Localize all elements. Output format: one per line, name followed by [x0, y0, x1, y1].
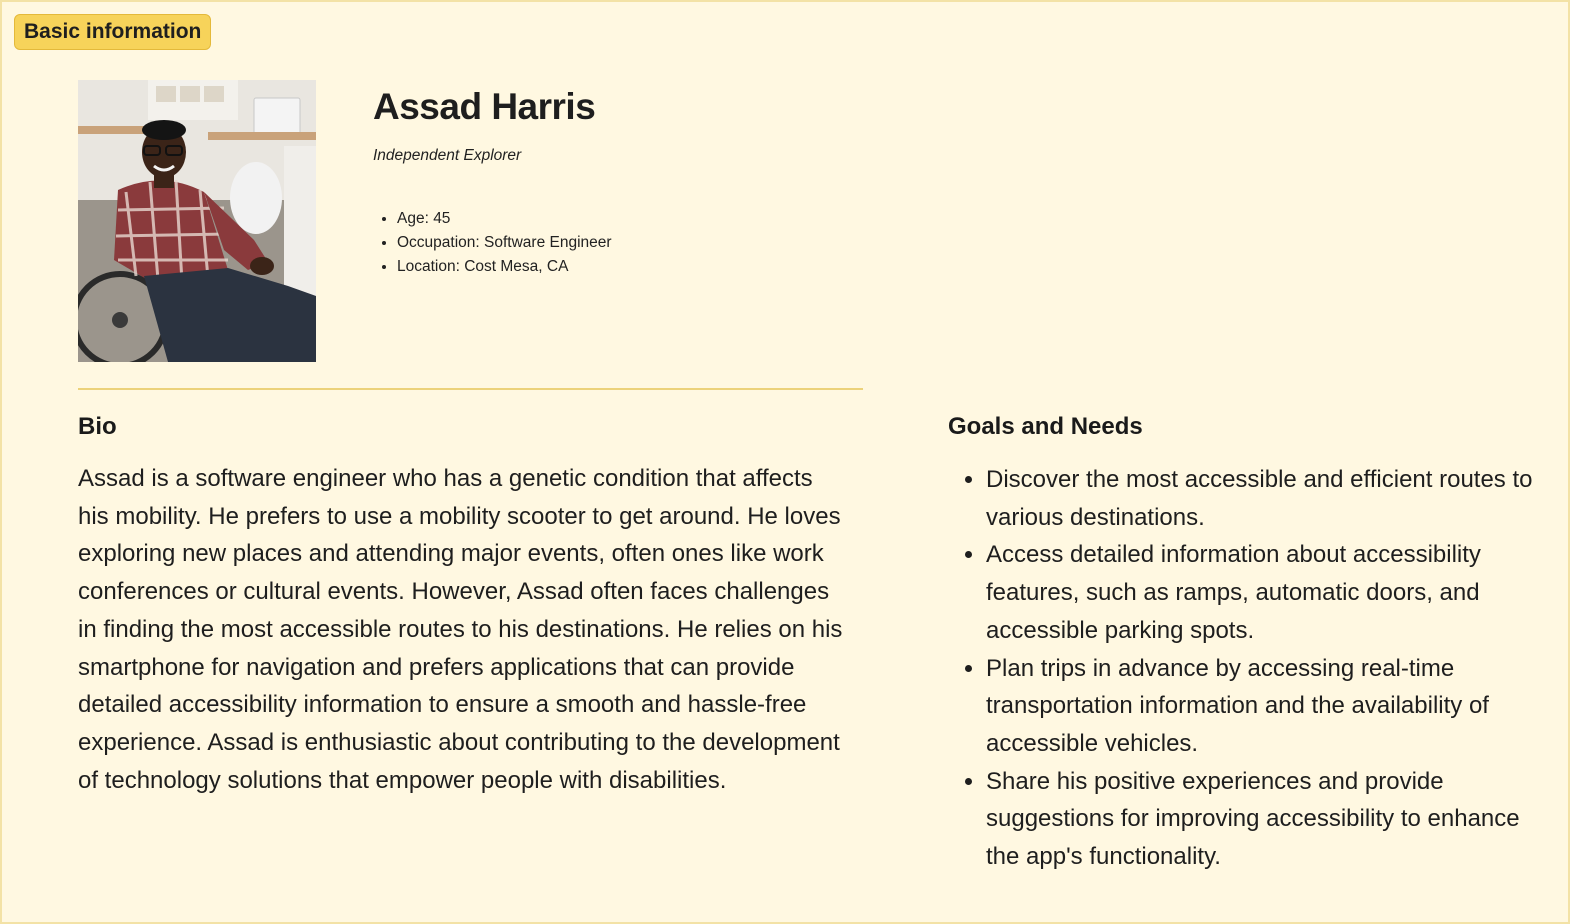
- goal-item: Plan trips in advance by accessing real-…: [986, 650, 1546, 763]
- fact-location: Location: Cost Mesa, CA: [397, 255, 612, 279]
- profile-photo-illustration: [78, 80, 316, 362]
- goal-item: Share his positive experiences and provi…: [986, 763, 1546, 876]
- profile-photo: [78, 80, 316, 362]
- persona-name: Assad Harris: [373, 86, 596, 127]
- bio-text: Assad is a software engineer who has a g…: [78, 465, 843, 794]
- goals-list: Discover the most accessible and efficie…: [948, 461, 1546, 876]
- persona-facts-list: Age: 45 Occupation: Software Engineer Lo…: [373, 207, 612, 279]
- goal-item: Access detailed information about access…: [986, 536, 1546, 649]
- fact-occupation: Occupation: Software Engineer: [397, 231, 612, 255]
- basic-information-tag: Basic information: [14, 14, 212, 50]
- bio-heading: Bio: [78, 413, 117, 440]
- goal-item: Discover the most accessible and efficie…: [986, 461, 1546, 536]
- goals-heading: Goals and Needs: [948, 413, 1143, 440]
- persona-subtitle: Independent Explorer: [373, 147, 522, 164]
- section-divider: [78, 388, 863, 390]
- fact-age: Age: 45: [397, 207, 612, 231]
